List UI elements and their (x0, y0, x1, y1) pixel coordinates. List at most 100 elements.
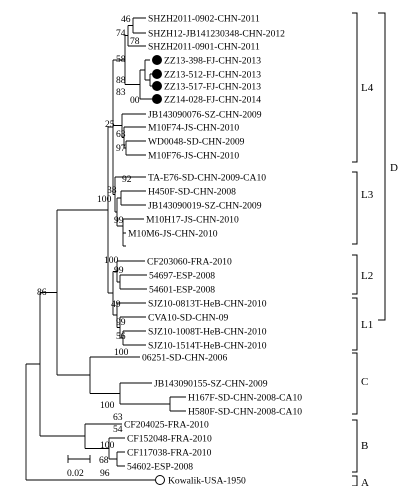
taxon-label: SHZH2011-0902-CHN-2011 (148, 14, 260, 25)
filled-dot-marker (152, 81, 162, 91)
branch (116, 451, 125, 467)
scale-bar-label: 0.02 (67, 468, 84, 479)
filled-dot-marker (152, 69, 162, 79)
group-label-l1: L1 (361, 319, 373, 331)
scale-bar (67, 455, 91, 463)
branch (112, 59, 125, 195)
bootstrap-value: 56 (116, 331, 126, 342)
group-label-d: D (390, 162, 398, 174)
bracket-l1 (352, 297, 358, 351)
taxon-label: JB143090155-SZ-CHN-2009 (154, 379, 268, 390)
tip-labels: SHZH2011-0902-CHN-2011 SHZH12-JB14123034… (124, 14, 302, 486)
taxon-label: M10M6-JS-CHN-2010 (128, 229, 218, 240)
taxon-label: 54602-ESP-2008 (127, 462, 193, 473)
tip-markers (152, 55, 165, 485)
branch (119, 274, 147, 290)
branch (169, 396, 186, 412)
bracket-l2 (352, 254, 358, 295)
taxon-label: CF204025-FRA-2010 (124, 420, 209, 431)
taxon-label: Kowalik-USA-1950 (168, 476, 246, 486)
bracket-a (352, 475, 358, 486)
open-circle-marker (155, 475, 165, 485)
taxon-label: CVA10-SD-CHN-09 (148, 313, 229, 324)
bootstrap-value: 38 (107, 185, 117, 196)
bootstrap-value: 99 (116, 317, 126, 328)
branch (120, 190, 146, 206)
bootstrap-value: 100 (97, 194, 112, 205)
taxon-label: ZZ13-517-FJ-CHN-2013 (164, 82, 261, 93)
bootstrap-value: 63 (113, 412, 123, 423)
group-label-c: C (361, 376, 368, 388)
taxon-label: SJZ10-1008T-HeB-CHN-2010 (148, 327, 267, 338)
bootstrap-value: 46 (121, 14, 131, 25)
bootstrap-value: 99 (114, 265, 124, 276)
bootstrap-value: 100 (100, 440, 115, 451)
bracket-b (352, 419, 358, 473)
bootstrap-value: 100 (100, 400, 115, 411)
taxon-label: WD0048-SD-CHN-2009 (148, 137, 245, 148)
branch (39, 292, 85, 437)
bootstrap-value: 97 (116, 143, 126, 154)
branch (123, 126, 146, 149)
taxon-label: SHZH2011-0901-CHN-2011 (148, 42, 260, 53)
taxon-label: JB143090019-SZ-CHN-2009 (148, 201, 262, 212)
bootstrap-value: 63 (116, 129, 126, 140)
bootstrap-value: 25 (105, 119, 115, 130)
branch (56, 209, 108, 376)
taxon-label: ZZ14-028-FJ-CHN-2014 (164, 95, 261, 106)
bootstrap-value: 49 (111, 299, 121, 310)
bootstrap-value: 74 (116, 28, 126, 39)
bootstrap-value: 58 (116, 54, 126, 65)
group-brackets (352, 12, 386, 486)
branch (107, 126, 113, 294)
taxon-label: CF117038-FRA-2010 (127, 448, 212, 459)
bootstrap-value: 99 (114, 215, 124, 226)
taxon-label: CF152048-FRA-2010 (127, 434, 212, 445)
taxon-label: SHZH12-JB141230348-CHN-2012 (148, 29, 285, 40)
group-label-b: B (361, 440, 368, 452)
bootstrap-value: 96 (100, 468, 110, 479)
branch (89, 356, 140, 394)
taxon-label: 06251-SD-CHN-2006 (142, 353, 227, 364)
taxon-label: TA-E76-SD-CHN-2009-CA10 (148, 173, 266, 184)
bootstrap-value: 54 (113, 424, 123, 435)
group-label-l3: L3 (361, 189, 374, 201)
taxon-label: JB143090076-SZ-CHN-2009 (148, 110, 262, 121)
bracket-l3 (352, 171, 358, 245)
branch (132, 17, 146, 34)
taxon-label: H580F-SD-CHN-2008-CA10 (188, 407, 302, 418)
bracket-c (352, 352, 358, 415)
bootstrap-value: 88 (116, 75, 126, 86)
taxon-label: H450F-SD-CHN-2008 (148, 187, 236, 198)
taxon-label: 54601-ESP-2008 (149, 285, 215, 296)
tree-branches (25, 17, 186, 481)
branch (122, 330, 146, 346)
group-labels: L4 L3 L2 L1 D C B A (361, 82, 398, 486)
branch (144, 59, 150, 81)
bootstrap-values: 46 74 78 58 88 83 00 25 63 97 92 38 100 … (37, 14, 140, 479)
bootstrap-value: 86 (37, 287, 47, 298)
bootstrap-value: 00 (130, 95, 140, 106)
group-label-l2: L2 (361, 270, 373, 282)
filled-dot-marker (152, 55, 162, 65)
taxon-label: SJZ10-0813T-HeB-CHN-2010 (148, 299, 267, 310)
taxon-label: M10F76-JS-CHN-2010 (148, 151, 239, 162)
taxon-label: CF203060-FRA-2010 (147, 257, 232, 268)
bracket-d (378, 12, 386, 321)
bootstrap-value: 100 (104, 255, 119, 266)
bracket-l4 (352, 12, 358, 163)
taxon-label: ZZ13-512-FJ-CHN-2013 (164, 70, 261, 81)
group-label-a: A (361, 477, 369, 486)
branch (122, 232, 126, 247)
bootstrap-value: 100 (114, 347, 129, 358)
bootstrap-value: 92 (122, 174, 132, 185)
bootstrap-value: 78 (130, 36, 140, 47)
scale-bar-line (67, 455, 91, 463)
group-label-l4: L4 (361, 82, 374, 94)
taxon-label: 54697-ESP-2008 (149, 271, 215, 282)
bootstrap-value: 68 (99, 455, 109, 466)
branch (25, 363, 155, 481)
taxon-label: ZZ13-398-FJ-CHN-2013 (164, 56, 261, 67)
taxon-label: M10F74-JS-CHN-2010 (148, 123, 239, 134)
